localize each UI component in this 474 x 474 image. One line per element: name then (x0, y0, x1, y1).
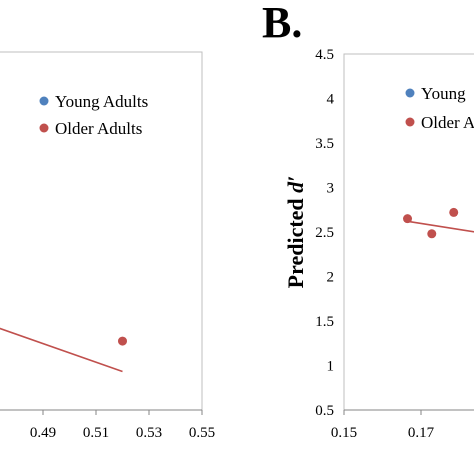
left-x-tick-labels: 0.49 0.51 0.53 0.55 (30, 410, 215, 441)
left-data-marks (0, 327, 127, 373)
legend-marker-young-left (39, 96, 49, 106)
right-x-tick-label: 0.15 (331, 425, 357, 441)
left-x-tick-label: 0.53 (136, 425, 162, 441)
legend-marker-young-right (405, 88, 415, 98)
left-legend: Young Adults Older Adults (39, 92, 148, 138)
right-y-tick-label: 2.5 (315, 225, 334, 241)
right-panel: B. Predicted d′ 0.5 1 1.5 2 2.5 3 3.5 4 4.5 0.15… (262, 0, 474, 441)
left-panel: 0.49 0.51 0.53 0.55 Young Adults Older Adul… (0, 51, 215, 441)
right-y-tick-label: 1.5 (315, 314, 334, 330)
right-y-tick-label: 1 (327, 359, 335, 375)
right-plot-area (343, 53, 474, 411)
legend-label-young-right: Young (421, 84, 466, 103)
legend-marker-older-right (405, 117, 415, 127)
left-point-older (118, 336, 127, 346)
right-x-tick-labels: 0.15 0.17 (331, 410, 435, 441)
right-y-tick-label: 2 (327, 270, 335, 286)
legend-label-older-left: Older Adults (55, 119, 142, 138)
legend-label-older-right: Older A (421, 113, 474, 132)
left-x-tick-label: 0.55 (189, 425, 215, 441)
right-y-tick-label: 4.5 (315, 47, 334, 63)
right-point-older (403, 214, 413, 224)
panel-label-b: B. (262, 0, 302, 47)
legend-marker-older-left (39, 123, 49, 133)
right-point-older (427, 229, 437, 239)
right-point-older (449, 207, 459, 217)
right-x-tick-label: 0.17 (408, 425, 435, 441)
right-y-tick-labels: 0.5 1 1.5 2 2.5 3 3.5 4 4.5 (315, 47, 334, 419)
y-label-symbol: d′ (283, 176, 308, 193)
left-x-tick-label: 0.49 (30, 425, 56, 441)
right-data-marks (403, 207, 474, 239)
left-x-tick-label: 0.51 (83, 425, 109, 441)
right-y-axis-label: Predicted d′ (283, 176, 308, 289)
right-legend: Young Older A (405, 84, 474, 132)
right-trendline-older (407, 220, 474, 233)
y-label-prefix: Predicted (283, 193, 308, 289)
right-y-tick-label: 3 (327, 181, 335, 197)
legend-label-young-left: Young Adults (55, 92, 148, 111)
right-y-tick-label: 0.5 (315, 403, 334, 419)
right-y-tick-label: 4 (327, 92, 335, 108)
right-y-tick-label: 3.5 (315, 136, 334, 152)
left-trendline-older (0, 327, 123, 373)
